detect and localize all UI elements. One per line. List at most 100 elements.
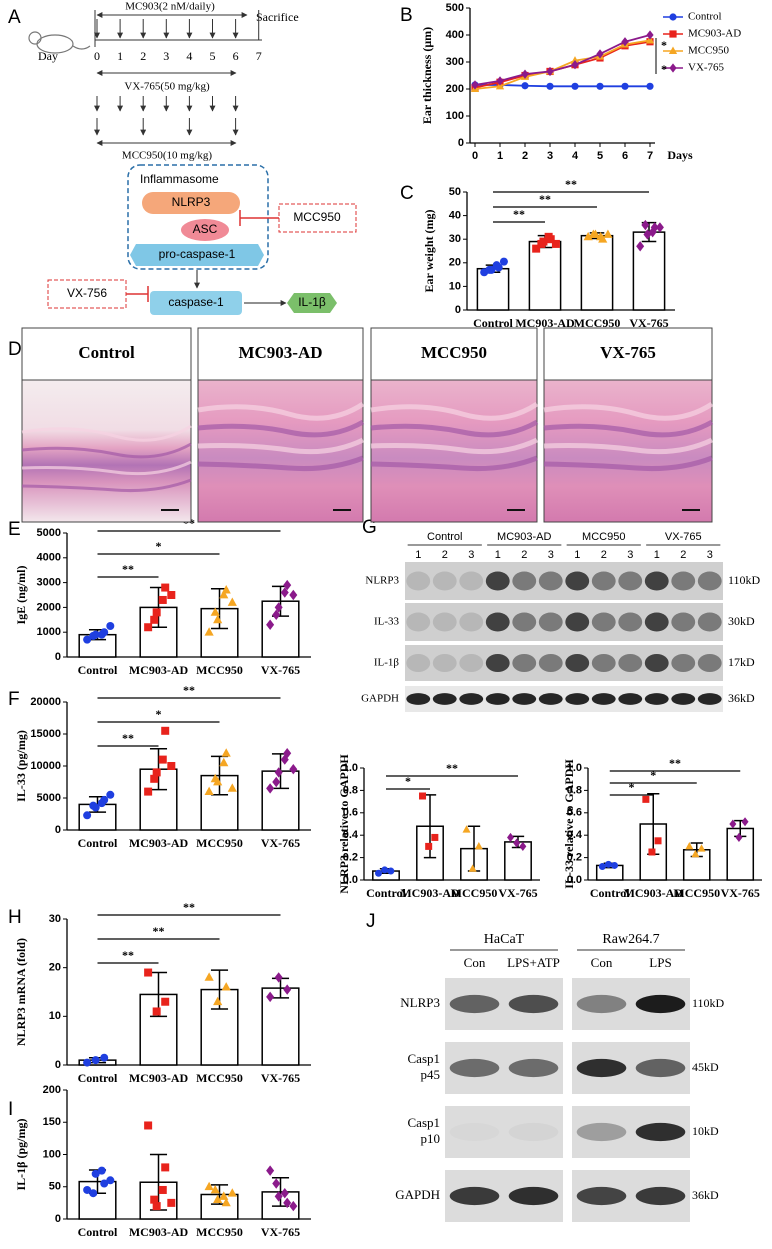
data-point bbox=[89, 1189, 98, 1198]
data-point bbox=[419, 792, 427, 800]
bar bbox=[726, 827, 755, 881]
inhibition-1 bbox=[239, 210, 279, 226]
data-point bbox=[161, 583, 170, 592]
data-point bbox=[513, 838, 521, 848]
legend-label: MCC950 bbox=[688, 45, 729, 57]
y-tick-label: 50 bbox=[449, 186, 461, 198]
pro-caspase-label: pro-caspase-1 bbox=[159, 247, 236, 261]
blot-band bbox=[565, 571, 590, 591]
y-tick-label: 10 bbox=[449, 280, 461, 292]
y-tick-label: 3000 bbox=[37, 577, 61, 589]
data-point bbox=[83, 1185, 92, 1194]
x-tick-label: MCC950 bbox=[196, 1071, 243, 1085]
tissue-layer bbox=[543, 419, 714, 438]
mouse-icon bbox=[28, 31, 91, 54]
data-point bbox=[280, 587, 289, 598]
data-point bbox=[621, 37, 629, 47]
blot-band bbox=[406, 654, 431, 672]
row-label: IL-1β bbox=[374, 657, 400, 669]
blot-band bbox=[485, 612, 510, 632]
day-number: 0 bbox=[94, 49, 100, 63]
panel-letter: F bbox=[8, 689, 20, 710]
x-tick-label: MCC950 bbox=[196, 663, 243, 677]
data-point bbox=[691, 849, 700, 858]
blot-band bbox=[591, 612, 616, 632]
day-number: 4 bbox=[186, 49, 192, 63]
data-point bbox=[204, 1181, 214, 1191]
legend-marker bbox=[669, 13, 677, 21]
x-tick-label: 2 bbox=[522, 150, 528, 162]
data-point bbox=[158, 755, 167, 764]
data-point bbox=[210, 773, 220, 783]
nlrp3-shape bbox=[142, 192, 240, 214]
x-tick-label: 5 bbox=[597, 150, 603, 162]
data-point bbox=[521, 82, 529, 90]
row-label: Casp1 bbox=[408, 1051, 441, 1066]
blot-band bbox=[512, 654, 537, 672]
data-point bbox=[219, 1191, 229, 1200]
legend-marker bbox=[669, 30, 677, 38]
sacrifice-label: Sacrifice bbox=[256, 10, 299, 24]
data-point bbox=[496, 76, 504, 86]
blot-band bbox=[697, 693, 722, 705]
blot-band bbox=[449, 1058, 500, 1078]
condition-label: Con bbox=[464, 955, 486, 970]
data-point bbox=[611, 861, 619, 869]
blot-band bbox=[508, 994, 559, 1014]
day-number: 2 bbox=[140, 49, 146, 63]
size-label: 110kD bbox=[728, 573, 761, 587]
size-label: 110kD bbox=[692, 996, 725, 1010]
data-point bbox=[266, 783, 275, 794]
significance-label: * bbox=[405, 774, 411, 788]
y-tick-label: 200 bbox=[446, 83, 464, 95]
data-point bbox=[387, 867, 395, 875]
data-point bbox=[289, 589, 298, 601]
histology-title: MCC950 bbox=[421, 343, 487, 362]
blot-band bbox=[406, 693, 431, 705]
x-tick-label: Control bbox=[78, 1071, 118, 1085]
lane-label: 2 bbox=[680, 549, 686, 561]
significance-label: ** bbox=[183, 683, 195, 697]
legend-label: Control bbox=[688, 11, 722, 23]
x-tick-label: VX-765 bbox=[629, 316, 668, 330]
lane-label: 1 bbox=[415, 549, 421, 561]
blot-band bbox=[459, 654, 484, 672]
y-tick-label: 200 bbox=[43, 1084, 61, 1096]
blot-band bbox=[671, 612, 696, 632]
row-label: p10 bbox=[421, 1131, 441, 1146]
panel-letter: I bbox=[8, 1099, 13, 1120]
data-point bbox=[227, 597, 237, 606]
blot-band bbox=[508, 1122, 559, 1142]
data-point bbox=[280, 754, 289, 765]
blot-band bbox=[697, 612, 722, 632]
blot-band bbox=[459, 571, 484, 591]
data-point bbox=[272, 609, 281, 621]
data-point bbox=[596, 49, 604, 59]
blot-band bbox=[618, 693, 643, 705]
y-tick-label: 5000 bbox=[37, 792, 61, 804]
significance-label: ** bbox=[122, 948, 134, 962]
row-label: Casp1 bbox=[408, 1115, 441, 1130]
y-tick-label: 20 bbox=[449, 257, 461, 269]
y-tick-label: 300 bbox=[446, 56, 464, 68]
x-tick-label: VX-765 bbox=[261, 1225, 300, 1239]
condition-label: Con bbox=[591, 955, 613, 970]
data-point bbox=[100, 1179, 109, 1188]
size-label: 36kD bbox=[728, 691, 755, 705]
blot-band bbox=[697, 654, 722, 672]
blot-band bbox=[449, 1186, 500, 1206]
data-point bbox=[492, 261, 501, 270]
data-point bbox=[596, 82, 604, 90]
y-tick-label: 0 bbox=[455, 304, 461, 316]
y-tick-label: 0.2 bbox=[343, 852, 358, 864]
data-point bbox=[280, 1188, 289, 1199]
data-point bbox=[571, 60, 579, 70]
y-tick-label: 0.4 bbox=[343, 829, 359, 841]
data-point bbox=[729, 819, 737, 829]
y-tick-label: 20 bbox=[49, 962, 61, 974]
significance-mark: * bbox=[661, 62, 667, 76]
data-point bbox=[272, 1178, 281, 1189]
data-point bbox=[144, 968, 153, 977]
tissue-layer bbox=[21, 478, 192, 493]
blot-band bbox=[538, 693, 563, 705]
